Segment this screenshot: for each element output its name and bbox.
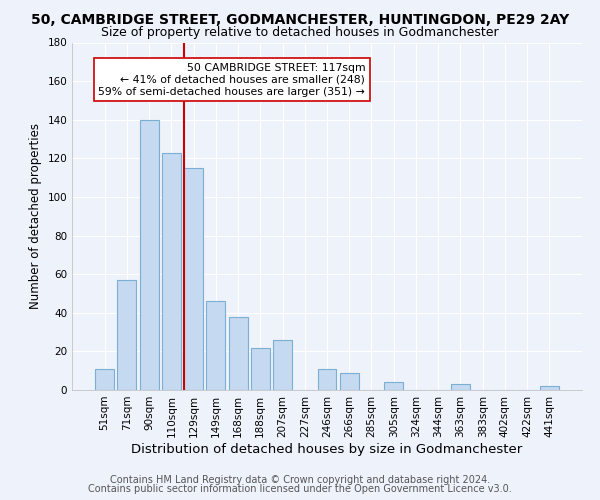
X-axis label: Distribution of detached houses by size in Godmanchester: Distribution of detached houses by size … — [131, 442, 523, 456]
Bar — [95, 369, 114, 390]
Bar — [118, 280, 136, 390]
Text: 50 CAMBRIDGE STREET: 117sqm
← 41% of detached houses are smaller (248)
59% of se: 50 CAMBRIDGE STREET: 117sqm ← 41% of det… — [98, 64, 365, 96]
Text: 50, CAMBRIDGE STREET, GODMANCHESTER, HUNTINGDON, PE29 2AY: 50, CAMBRIDGE STREET, GODMANCHESTER, HUN… — [31, 12, 569, 26]
Text: Contains HM Land Registry data © Crown copyright and database right 2024.: Contains HM Land Registry data © Crown c… — [110, 475, 490, 485]
Y-axis label: Number of detached properties: Number of detached properties — [29, 123, 42, 309]
Bar — [384, 382, 403, 390]
Bar — [451, 384, 470, 390]
Text: Size of property relative to detached houses in Godmanchester: Size of property relative to detached ho… — [101, 26, 499, 39]
Bar — [229, 316, 248, 390]
Bar — [317, 369, 337, 390]
Bar — [273, 340, 292, 390]
Bar — [184, 168, 203, 390]
Bar — [140, 120, 158, 390]
Bar — [340, 372, 359, 390]
Bar — [206, 301, 225, 390]
Text: Contains public sector information licensed under the Open Government Licence v3: Contains public sector information licen… — [88, 484, 512, 494]
Bar — [251, 348, 270, 390]
Bar — [162, 152, 181, 390]
Bar — [540, 386, 559, 390]
